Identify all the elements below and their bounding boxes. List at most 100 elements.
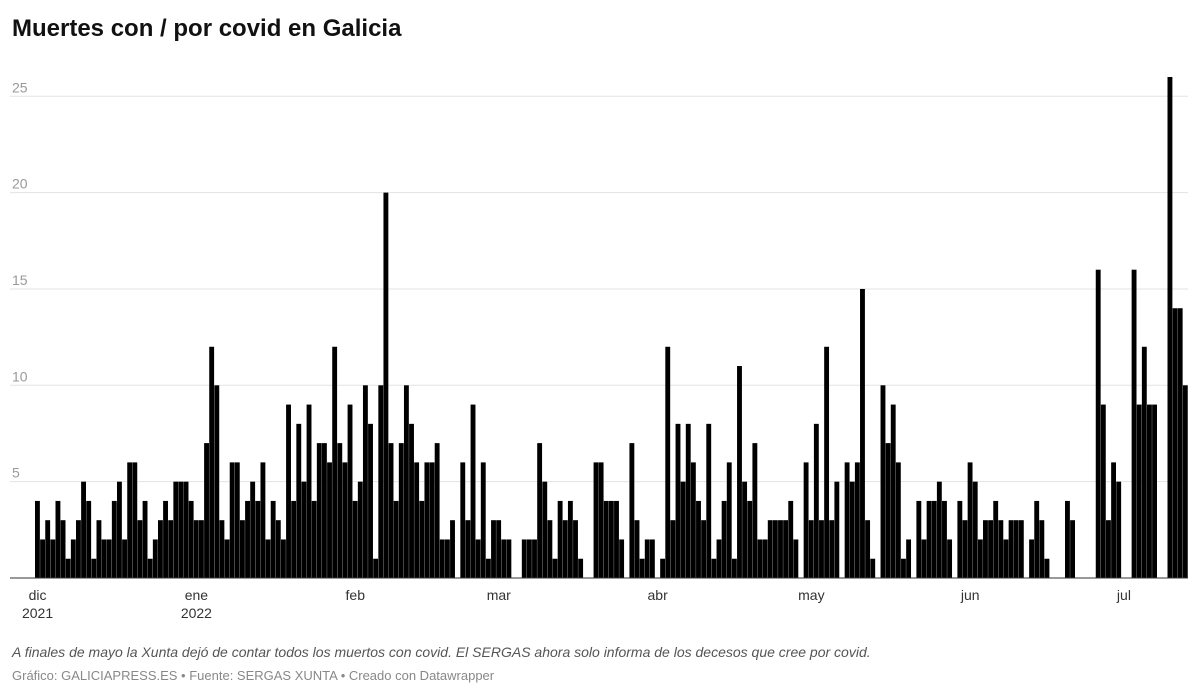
bar: [496, 520, 502, 578]
bar: [342, 462, 348, 578]
bar: [870, 558, 876, 578]
bar: [737, 366, 742, 578]
bar: [388, 443, 394, 578]
bar: [142, 500, 148, 578]
note: A finales de mayo la Xunta dejó de conta…: [11, 644, 871, 660]
bar: [1003, 539, 1009, 578]
bar: [260, 462, 266, 578]
bar: [480, 462, 486, 578]
bar: [1152, 404, 1158, 578]
bar: [629, 443, 635, 578]
bar: [198, 520, 204, 578]
bar: [137, 520, 143, 578]
bar: [1106, 520, 1111, 578]
bar: [368, 423, 373, 578]
bar: [106, 539, 112, 578]
bar: [409, 423, 414, 578]
bar: [173, 481, 179, 578]
bar: [229, 462, 235, 578]
bar: [977, 539, 983, 578]
bar: [1136, 404, 1142, 578]
bar: [475, 539, 481, 578]
bar: [393, 500, 399, 578]
bar: [101, 539, 107, 578]
bar: [55, 500, 61, 578]
bar: [767, 520, 773, 578]
bar: [778, 520, 783, 578]
bar: [1095, 269, 1101, 578]
bar: [772, 520, 778, 578]
bar: [819, 520, 824, 578]
bar: [742, 481, 748, 578]
bar: [147, 558, 153, 578]
bar: [239, 520, 245, 578]
bar: [916, 500, 922, 578]
bar: [808, 520, 814, 578]
bar: [926, 500, 932, 578]
bar: [890, 404, 896, 578]
bar: [1182, 385, 1188, 578]
bar: [573, 520, 578, 578]
bar: [1013, 520, 1019, 578]
bar: [598, 462, 604, 578]
bar: [1065, 500, 1070, 578]
bar: [1147, 404, 1152, 578]
bar: [352, 500, 358, 578]
bar: [424, 462, 430, 578]
bar: [1044, 558, 1050, 578]
bar: [96, 520, 102, 578]
bar: [321, 443, 327, 578]
bar: [188, 500, 194, 578]
x-tick-label: ene 2022: [181, 587, 212, 621]
bar: [967, 462, 973, 578]
bar: [1111, 462, 1117, 578]
bar: [378, 385, 384, 578]
bar: [40, 539, 45, 578]
bar: [301, 481, 307, 578]
bar: [921, 539, 927, 578]
bar: [660, 558, 666, 578]
bar: [306, 404, 312, 578]
bar: [962, 520, 968, 578]
bar: [931, 500, 937, 578]
bar: [1141, 346, 1147, 578]
bar: [1100, 404, 1106, 578]
bar: [275, 520, 281, 578]
bar: [701, 520, 707, 578]
bar: [880, 385, 886, 578]
bar: [280, 539, 286, 578]
x-tick-label: dic 2021: [22, 587, 53, 621]
bar: [450, 520, 455, 578]
bar: [957, 500, 963, 578]
bar: [639, 558, 645, 578]
bar: [91, 558, 97, 578]
bar: [245, 500, 250, 578]
bar: [757, 539, 763, 578]
bar: [1172, 308, 1178, 578]
bar: [152, 539, 158, 578]
bar: [178, 481, 184, 578]
bar: [373, 558, 379, 578]
bar: [270, 500, 276, 578]
bar: [81, 481, 86, 578]
bar: [614, 500, 619, 578]
bar: [895, 462, 901, 578]
bar: [337, 443, 343, 578]
bar: [834, 481, 840, 578]
bar: [762, 539, 768, 578]
bar: [526, 539, 532, 578]
bar: [1008, 520, 1014, 578]
bar: [209, 346, 215, 578]
y-tick-label: 15: [12, 272, 28, 288]
bar: [711, 558, 717, 578]
bar: [696, 500, 701, 578]
bar: [506, 539, 512, 578]
bar: [813, 423, 819, 578]
bar: [578, 558, 584, 578]
bar: [865, 520, 871, 578]
x-tick-label: jun: [960, 587, 980, 603]
bar: [685, 423, 691, 578]
bar: [163, 500, 168, 578]
bar: [75, 520, 81, 578]
bar: [1167, 77, 1173, 578]
